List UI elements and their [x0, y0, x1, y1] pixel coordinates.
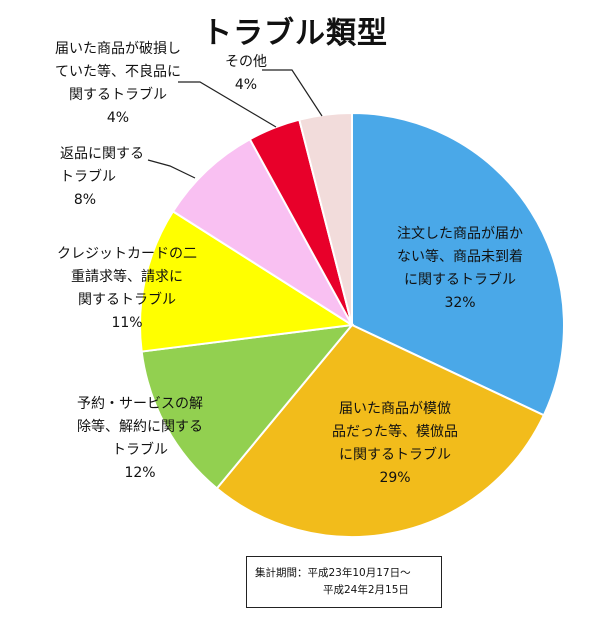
leader-line-6	[178, 81, 277, 128]
slice-label-line: に関するトラブル	[404, 271, 516, 288]
slice-label-line: 返品に関する	[60, 146, 144, 162]
slice-label-line: 品だった等、模倣品	[332, 423, 458, 440]
slice-label-line: 関するトラブル	[69, 86, 167, 103]
slice-label-line: クレジットカードの二	[57, 246, 197, 262]
pie-slice-7	[298, 111, 353, 326]
leader-line-5	[147, 159, 196, 179]
slice-label-line: トラブル	[112, 441, 168, 458]
slice-label-6: 届いた商品が破損していた等、不良品に関するトラブル	[55, 41, 181, 103]
chart-title: トラブル類型	[202, 16, 388, 51]
slice-value-6: 4%	[107, 110, 129, 126]
leader-line-7	[262, 69, 323, 117]
period-end: 平成24年2月15日	[323, 584, 409, 596]
slice-value-4: 11%	[111, 315, 142, 331]
slice-label-line: ていた等、不良品に	[55, 63, 181, 80]
pie-slice-1	[351, 111, 565, 417]
period-row-1: 集計期間：平成23年10月17日～	[255, 565, 435, 582]
period-start: 平成23年10月17日～	[307, 567, 411, 579]
slice-value-3: 12%	[124, 465, 155, 481]
slice-label-line: 除等、解約に関する	[77, 418, 203, 435]
period-label: 集計期間：	[255, 567, 308, 579]
slice-label-line: その他	[225, 54, 267, 70]
slice-label-7: その他	[225, 54, 267, 70]
slice-label-line: 注文した商品が届か	[397, 226, 523, 242]
slice-label-line: ない等、商品未到着	[397, 248, 523, 265]
slice-value-7: 4%	[235, 77, 257, 93]
pie-slice-3	[140, 323, 355, 490]
slice-label-line: 重請求等、請求に	[71, 268, 183, 285]
slice-label-5: 返品に関するトラブル	[60, 146, 144, 185]
slice-label-line: に関するトラブル	[339, 446, 451, 463]
slice-label-line: トラブル	[60, 168, 116, 185]
slice-label-line: 予約・サービスの解	[77, 396, 203, 412]
slice-label-4: クレジットカードの二重請求等、請求に関するトラブル	[57, 246, 197, 308]
period-box: 集計期間：平成23年10月17日～ 平成24年2月15日	[246, 556, 442, 608]
slice-value-2: 29%	[379, 470, 410, 486]
slice-label-line: 届いた商品が模倣	[339, 401, 451, 417]
slice-label-line: 関するトラブル	[78, 291, 176, 308]
slice-label-line: 届いた商品が破損し	[55, 41, 181, 57]
pie-slice-5	[171, 137, 353, 326]
slice-value-1: 32%	[444, 295, 475, 311]
pie-slice-4	[139, 210, 355, 353]
slice-label-1: 注文した商品が届かない等、商品未到着に関するトラブル	[397, 226, 523, 288]
pie-slice-2	[215, 323, 546, 538]
slice-label-2: 届いた商品が模倣品だった等、模倣品に関するトラブル	[332, 401, 458, 463]
slice-label-3: 予約・サービスの解除等、解約に関するトラブル	[77, 396, 203, 458]
slice-value-5: 8%	[74, 192, 96, 208]
